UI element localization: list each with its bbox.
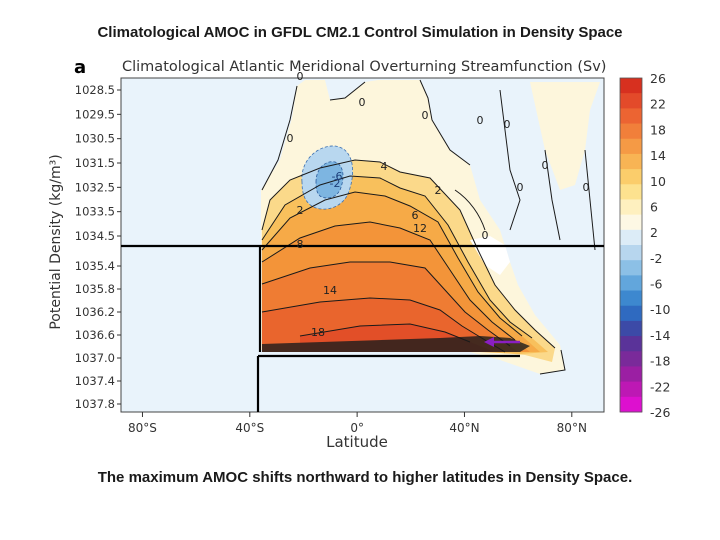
y-tick-label: 1030.5 [75,132,115,146]
y-tick-label: 1031.5 [75,156,115,170]
colorbar-swatch [620,290,642,307]
y-tick-label: 1028.5 [75,83,115,97]
colorbar-swatch [620,275,642,292]
domain-frame [121,244,604,412]
colorbar-swatch [620,184,642,200]
y-tick-label: 1035.8 [75,282,115,296]
contour-label: 4 [381,160,388,173]
colorbar-swatch [620,245,642,261]
x-tick-label: 0° [350,421,364,435]
slide-caption: The maximum AMOC shifts northward to hig… [97,469,633,486]
colorbar-swatch [620,93,642,109]
colorbar-swatch [620,396,642,413]
contour-label: -2 [330,177,341,190]
y-tick-label: 1037.8 [75,397,115,411]
field-layer [261,79,600,375]
contour-label: 0 [517,181,524,194]
y-axis: 1028.5 1029.5 1030.5 1031.5 1032.5 1033.5 1034… [75,83,121,411]
contour-label: 2 [297,204,304,217]
y-tick-label: 1033.5 [75,205,115,219]
y-axis-label: Potential Density (kg/m³) [48,154,64,329]
colorbar-swatch [620,169,642,185]
y-tick-label: 1037.4 [75,374,115,388]
colorbar-swatch [620,78,642,94]
colorbar-label: -18 [650,354,670,369]
colorbar-swatch [620,214,642,231]
contour-label: 0 [583,181,590,194]
contour-label: 0 [482,229,489,242]
x-tick-label: 40°N [449,421,479,435]
y-tick-label: 1036.6 [75,328,115,342]
colorbar-swatch [620,108,642,125]
maximum-arrow [484,337,520,347]
x-tick-label: 40°S [235,421,264,435]
colorbar-label: 10 [650,174,666,189]
slide-title: Climatological AMOC in GFDL CM2.1 Contro… [97,24,623,41]
y-tick-label: 1034.5 [75,229,115,243]
y-tick-label: 1036.2 [75,305,115,319]
y-tick-label: 1035.4 [75,259,115,273]
colorbar-label: -2 [650,251,662,266]
colorbar-label: -26 [650,405,670,420]
colorbar-label: 26 [650,71,666,86]
colorbar-swatch [620,199,642,216]
colorbar-label: -22 [650,379,670,394]
contour-label: 0 [504,118,511,131]
x-tick-label: 80°N [557,421,587,435]
colorbar-label: 6 [650,199,658,214]
panel-label: a [74,57,86,78]
colorbar-label: -14 [650,328,670,343]
contour-label: 18 [311,326,325,339]
contour-lines [261,79,596,375]
arctic-pale-region [530,82,600,190]
chart-title: Climatological Atlantic Meridional Overt… [122,59,606,75]
y-tick-label: 1037.0 [75,351,115,365]
contour-label: 2 [435,184,442,197]
contour-label: 0 [422,109,429,122]
colorbar-frame [619,77,643,413]
colorbar-label: -10 [650,302,670,317]
colorbar-swatch [620,123,642,140]
contour-label: 0 [359,96,366,109]
contour-label: 0 [287,132,294,145]
colorbar-swatch [620,153,642,170]
colorbar-label: 14 [650,148,666,163]
contour-label: 0 [477,114,484,127]
colorbar-label: 2 [650,225,658,240]
contour-label: -6 [332,170,343,183]
contour-label: 6 [412,209,419,222]
colorbar-labels: 26 22 18 14 10 6 2 -2 -6 -10 -14 -18 -22 -26 [650,71,670,420]
colorbar-swatch [620,381,642,398]
colorbar [619,77,643,413]
contour-label-layer: 0 0 0 0 0 0 0 0 0 0 2 2 4 8 14 18 -2-6 126 [287,70,590,339]
x-axis-label: Latitude [326,433,388,451]
contour-label: 8 [297,238,304,251]
contour-label: 12 [413,222,427,235]
colorbar-swatch [620,305,642,322]
colorbar-label: 22 [650,97,666,112]
y-tick-label: 1029.5 [75,107,115,121]
x-axis: 80°S 40°S 0° 40°N 80°N [128,412,587,435]
y-tick-label: 1032.5 [75,180,115,194]
deep-contour-band [262,336,530,352]
negative-cell-inner [315,161,344,199]
colorbar-swatch [620,229,642,246]
contour-label: 0 [297,70,304,83]
colorbar-swatch [620,351,642,367]
colorbar-swatch [620,320,642,337]
colorbar-swatch [620,336,642,352]
colorbar-swatch [620,138,642,155]
colorbar-label: -6 [650,277,663,292]
colorbar-label: 18 [650,122,666,137]
colorbar-swatch [620,366,642,383]
contour-label: 14 [323,284,337,297]
contour-label: 0 [542,159,549,172]
colorbar-swatch [620,260,642,276]
x-tick-label: 80°S [128,421,157,435]
